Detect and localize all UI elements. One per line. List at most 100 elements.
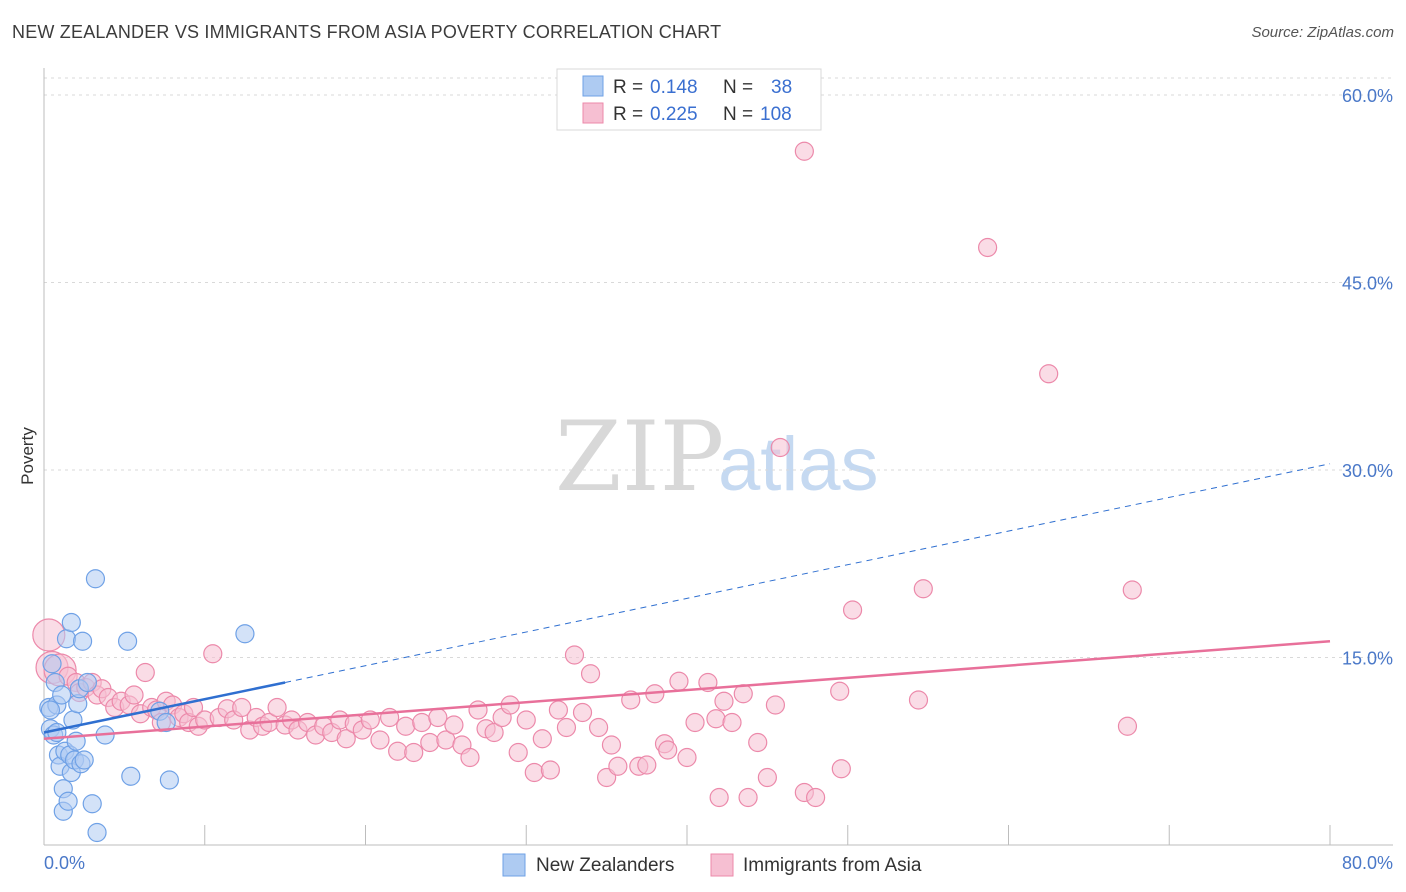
immigrant-asia-point: [757, 767, 777, 788]
immigrant-asia-point: [770, 437, 790, 458]
immigrant-asia-point: [830, 681, 850, 701]
new-zealander-point: [74, 750, 94, 770]
trend-line-pink: [43, 640, 1331, 740]
immigrant-asia-point: [460, 747, 480, 768]
immigrant-asia-point: [580, 664, 601, 684]
watermark-atlas: atlas: [718, 422, 879, 507]
axes: 15.0% 30.0% 45.0% 60.0%: [43, 68, 1393, 846]
correlation-legend: R = 0.148 N = 38 R = 0.225 N = 108: [556, 68, 822, 131]
immigrant-asia-point: [677, 747, 697, 768]
immigrant-asia-point: [722, 712, 742, 733]
immigrant-asia-point: [765, 695, 786, 715]
immigrant-asia-point: [685, 712, 705, 733]
immigrant-asia-point: [404, 742, 424, 763]
new-zealander-point: [159, 770, 179, 790]
watermark-zip: ZIP: [555, 401, 724, 513]
source-label: Source: ZipAtlas.com: [1251, 24, 1394, 41]
immigrant-asia-point: [468, 700, 488, 720]
trend-line-blue-extension: [285, 463, 1331, 683]
new-zealander-point: [85, 569, 106, 589]
immigrant-asia-point: [1122, 580, 1142, 600]
new-zealander-point: [58, 791, 78, 811]
new-zealander-point: [87, 822, 107, 843]
legend-swatch-pink: [582, 102, 604, 124]
immigrant-asia-point: [428, 707, 448, 728]
immigrant-asia-point: [412, 712, 432, 733]
immigrant-asia-point: [738, 787, 758, 808]
new-zealander-point: [72, 631, 93, 651]
immigrant-asia-point: [1039, 364, 1059, 384]
immigrant-asia-point: [608, 756, 628, 776]
immigrant-asia-point: [978, 237, 998, 258]
new-zealander-point: [156, 712, 176, 733]
immigrant-asia-point: [524, 762, 544, 783]
immigrant-asia-point: [588, 717, 609, 738]
x-tick-label-max: 80.0%: [1342, 853, 1393, 873]
immigrant-asia-point: [637, 755, 657, 775]
immigrant-asia-point: [556, 717, 577, 738]
legend-r-value-pink: 0.225: [650, 104, 698, 125]
new-zealander-point: [52, 685, 72, 705]
legend-swatch-blue: [582, 75, 604, 97]
legend-r-label-blue: R =: [613, 77, 643, 98]
immigrant-asia-point: [908, 690, 929, 710]
immigrant-asia-point: [748, 732, 768, 753]
new-zealander-point: [61, 612, 81, 633]
new-zealander-point: [77, 672, 98, 693]
immigrant-asia-point: [709, 787, 729, 808]
immigrant-asia-point: [267, 697, 287, 718]
y-axis-label: Poverty: [18, 427, 37, 485]
immigrant-asia-point: [388, 741, 408, 761]
new-zealander-point: [40, 700, 61, 720]
immigrant-asia-point: [508, 742, 528, 763]
x-tick-label-min: 0.0%: [44, 853, 85, 873]
immigrant-asia-point: [831, 759, 851, 779]
y-tick-label: 45.0%: [1342, 274, 1393, 294]
legend-n-value-blue: 38: [771, 77, 792, 98]
chart-title: NEW ZEALANDER VS IMMIGRANTS FROM ASIA PO…: [12, 22, 722, 42]
legend-r-label-pink: R =: [613, 104, 643, 125]
bottom-legend-swatch-pink: [710, 853, 734, 877]
immigrant-asia-point: [336, 729, 356, 749]
immigrant-asia-point: [572, 702, 593, 723]
immigrant-asia-point: [706, 709, 726, 729]
y-tick-label: 30.0%: [1342, 461, 1393, 481]
trend-lines: [43, 463, 1331, 740]
immigrant-asia-point: [516, 710, 536, 730]
immigrant-asia-point: [203, 644, 223, 664]
legend-n-label-pink: N =: [723, 104, 753, 125]
immigrant-asia-point: [601, 735, 622, 755]
bottom-legend-label-blue: New Zealanders: [536, 855, 674, 876]
legend-n-label-blue: N =: [723, 77, 753, 98]
y-tick-label: 60.0%: [1342, 86, 1393, 106]
immigrant-asia-point: [805, 787, 826, 808]
legend-n-value-pink: 108: [760, 104, 792, 125]
immigrant-asia-point: [532, 729, 552, 749]
trend-line-blue: [43, 681, 286, 734]
immigrant-asia-point: [124, 685, 144, 705]
immigrant-asia-point: [794, 141, 814, 161]
immigrant-asia-point: [1117, 716, 1138, 736]
immigrant-asia-point: [714, 691, 734, 711]
new-zealander-point: [117, 631, 138, 651]
immigrant-asia-point: [484, 722, 504, 743]
new-zealander-point: [235, 624, 255, 644]
series-new-zealanders: [39, 569, 255, 843]
gridlines: [44, 77, 1393, 658]
immigrant-asia-point: [658, 740, 678, 760]
immigrant-asia-point: [548, 700, 569, 720]
bottom-legend-swatch-blue: [502, 853, 526, 877]
immigrant-asia-point: [669, 671, 689, 691]
y-tick-label: 15.0%: [1342, 649, 1393, 669]
legend-r-value-blue: 0.148: [650, 77, 698, 98]
immigrant-asia-point: [420, 732, 440, 753]
immigrant-asia-point: [370, 730, 390, 750]
immigrant-asia-point: [842, 600, 863, 620]
series-legend: New Zealanders Immigrants from Asia: [502, 853, 922, 877]
new-zealander-point: [121, 766, 141, 786]
new-zealander-point: [82, 794, 102, 814]
new-zealander-point: [42, 654, 62, 674]
bottom-legend-label-pink: Immigrants from Asia: [743, 855, 922, 876]
immigrant-asia-point: [540, 760, 560, 780]
